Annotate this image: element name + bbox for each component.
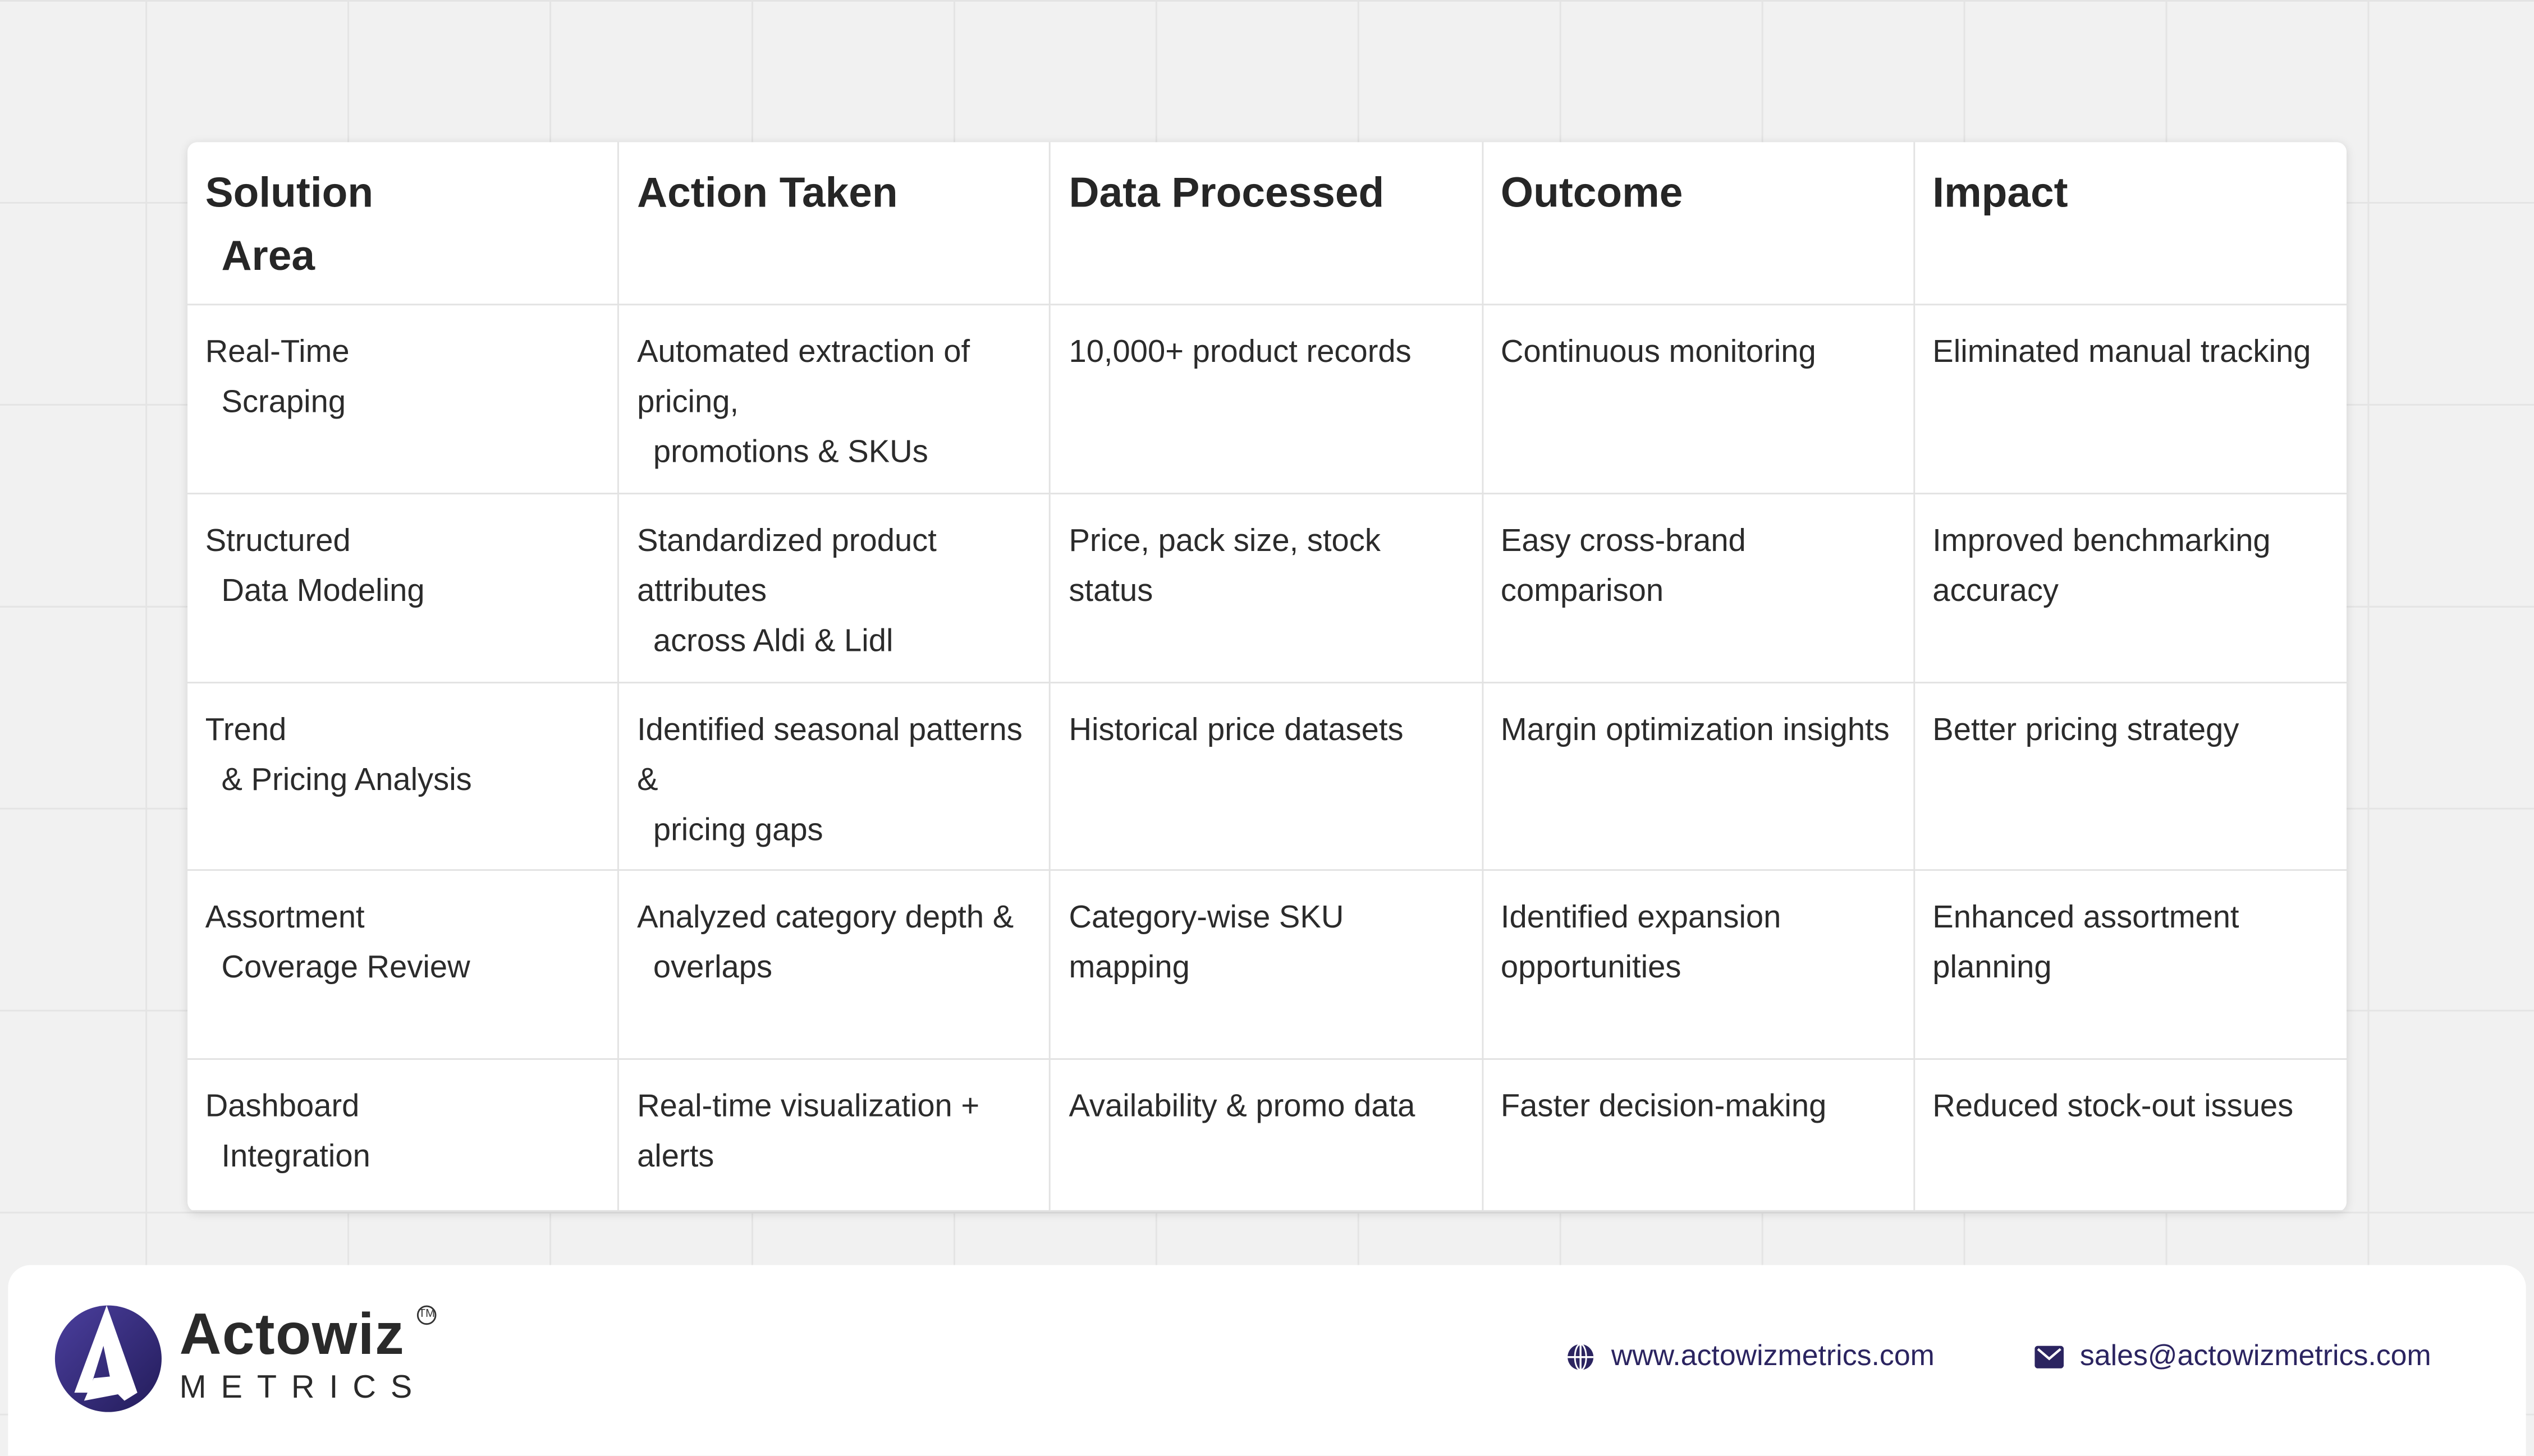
cell-text: Historical price datasets [1069,712,1404,748]
column-header: Action Taken [619,142,1051,306]
cell-text: Continuous monitoring [1500,334,1816,370]
cell-text: pricing gaps [653,812,823,848]
cell-text: Outcome [1500,168,1683,217]
cell-text: promotions & SKUs [653,434,928,470]
cell-text: Analyzed category depth & [637,899,1014,936]
cell-text: Better pricing strategy [1932,712,2239,748]
table-cell: Continuous monitoring [1483,305,1915,495]
cell-text: Standardized product attributes [637,523,937,609]
table-cell: Availability & promo data [1051,1059,1483,1212]
cell-text: Assortment [205,899,365,936]
cell-text: 10,000+ product records [1069,334,1412,370]
cell-text: Data Modeling [221,573,425,609]
column-header: Data Processed [1051,142,1483,306]
column-header: Solution Area [187,142,620,306]
cell-text: Impact [1932,168,2068,217]
cell-text: Solution [205,168,374,217]
cell-text: Eliminated manual tracking [1932,334,2311,370]
table-cell: Real-Time Scraping [187,305,620,495]
table-cell: Enhanced assortment planning [1914,871,2347,1060]
cell-text: Price, pack size, stock status [1069,523,1381,609]
table-cell: Better pricing strategy [1914,683,2347,871]
actowiz-logo-icon [54,1305,162,1412]
cell-text: Faster decision-making [1500,1088,1827,1125]
email-link[interactable]: sales@actowizmetrics.com [2034,1339,2431,1373]
cell-text: Action Taken [637,168,898,217]
cell-text: Real-time visualization + alerts [637,1088,980,1175]
cell-text: Coverage Review [221,950,470,986]
cell-text: Data Processed [1069,168,1385,217]
footer: Actowiz TM METRICS www.actowizmetrics.co… [8,1265,2526,1456]
table-cell: Standardized product attributes across Al… [619,494,1051,684]
table-cell: Historical price datasets [1051,683,1483,871]
cell-text: Enhanced assortment planning [1932,899,2239,986]
website-link[interactable]: www.actowizmetrics.com [1566,1339,1935,1373]
trademark: TM [416,1305,437,1325]
table-cell: Category-wise SKU mapping [1051,871,1483,1060]
column-header: Outcome [1483,142,1915,306]
table-cell: Reduced stock-out issues [1914,1060,2347,1212]
solutions-table: Solution Area Action Taken Data Processed Ou… [187,142,2347,1212]
cell-text: Availability & promo data [1069,1088,1415,1125]
mail-icon [2034,1345,2064,1368]
table-cell: Identified seasonal patterns & pricing ga… [619,683,1051,871]
table-cell: Margin optimization insights [1483,683,1915,871]
cell-text: Improved benchmarking accuracy [1932,523,2271,609]
cell-text: Reduced stock-out issues [1932,1088,2294,1125]
table-cell: Identified expansion opportunities [1483,871,1915,1060]
table-cell: Assortment Coverage Review [187,871,620,1060]
table-cell: Structured Data Modeling [187,494,620,684]
cell-text: & Pricing Analysis [221,763,472,798]
cell-text: Margin optimization insights [1500,712,1890,748]
table-cell: Price, pack size, stock status [1051,494,1483,684]
table-cell: Trend & Pricing Analysis [187,683,620,871]
cell-text: across Aldi & Lidl [653,623,893,659]
cell-text: Integration [221,1139,370,1175]
cell-text: Trend [205,712,287,748]
table-cell: Dashboard Integration [187,1059,620,1212]
table-cell: Analyzed category depth & overlaps [619,871,1051,1060]
cell-text: Real-Time [205,334,350,370]
table-cell: Real-time visualization + alerts [619,1059,1051,1212]
table-cell: Faster decision-making [1483,1059,1915,1212]
cell-text: Identified seasonal patterns & [637,712,1023,798]
cell-text: Area [221,231,315,280]
table-cell: 10,000+ product records [1051,305,1483,495]
table-cell: Easy cross-brand comparison [1483,494,1915,684]
cell-text: overlaps [653,950,773,986]
globe-icon [1568,1342,1594,1370]
table-cell: Eliminated manual tracking [1914,305,2347,495]
cell-text: Category-wise SKU mapping [1069,899,1344,986]
cell-text: Easy cross-brand comparison [1500,523,1746,609]
brand-name: Actowiz [179,1300,405,1367]
brand-subtitle: METRICS [179,1370,427,1406]
cell-text: Scraping [221,384,346,420]
cell-text: Dashboard [205,1088,360,1125]
cell-text: Structured [205,523,351,559]
cell-text: Automated extraction of pricing, [637,334,970,420]
cell-text: Identified expansion opportunities [1500,899,1781,986]
email-text[interactable]: sales@actowizmetrics.com [2079,1339,2431,1372]
table-cell: Improved benchmarking accuracy [1914,494,2347,684]
website-text[interactable]: www.actowizmetrics.com [1611,1339,1935,1372]
column-header: Impact [1914,142,2347,306]
table-cell: Automated extraction of pricing, promotio… [619,305,1051,495]
